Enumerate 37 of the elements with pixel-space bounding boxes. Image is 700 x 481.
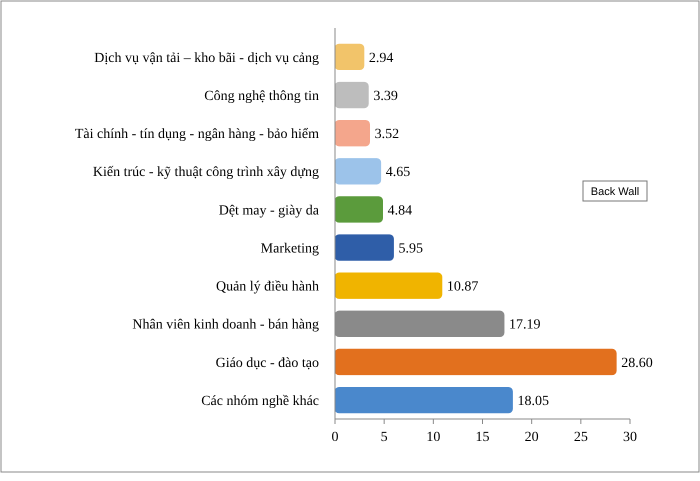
- bar: [334, 158, 382, 184]
- annotation: Back Wall: [590, 186, 640, 198]
- data-label: 18.05: [517, 394, 549, 410]
- data-label: 17.19: [509, 318, 541, 333]
- y-tick-label: Quản lý điều hành: [216, 280, 319, 295]
- bar: [334, 82, 369, 108]
- bar: [334, 44, 364, 70]
- data-label: 4.65: [386, 165, 410, 180]
- y-tick-label: Kiến trúc - kỹ thuật công trình xây dựng: [92, 165, 319, 180]
- data-label: 3.52: [374, 127, 400, 142]
- x-tick-label: 20: [524, 430, 539, 445]
- data-label: 5.95: [398, 241, 424, 256]
- bar: [334, 234, 394, 261]
- x-tick-label: 30: [623, 430, 637, 445]
- x-tick-label: 0: [332, 430, 338, 445]
- x-tick-label: 25: [574, 430, 588, 445]
- y-tick-label: Giáo dục - đào tạo: [216, 356, 319, 371]
- data-label: 4.84: [388, 203, 412, 218]
- y-tick-label: Công nghệ thông tin: [204, 88, 319, 104]
- y-tick-label: Tài chính - tín dụng - ngân hàng - bảo hiểm: [74, 127, 320, 142]
- x-tick-label: 5: [380, 430, 388, 445]
- y-tick-label: Nhân viên kinh doanh - bán hàng: [132, 318, 319, 333]
- bar: [334, 196, 383, 223]
- data-label: 28.60: [621, 356, 653, 371]
- y-tick-label: Dịch vụ vận tải – kho bãi - dịch vụ cảng: [94, 50, 319, 66]
- data-label: 10.87: [446, 280, 478, 295]
- bar: [334, 386, 513, 414]
- y-tick-label: Marketing: [260, 241, 319, 256]
- data-label: 3.39: [373, 88, 398, 104]
- bar: [334, 272, 442, 299]
- data-label: 2.94: [368, 50, 394, 66]
- bar: [334, 120, 370, 146]
- y-tick-label: Các nhóm nghề khác: [201, 394, 319, 410]
- y-tick-label: Dệt may - giày da: [218, 203, 320, 218]
- x-tick-label: 15: [476, 430, 490, 445]
- bar: [334, 348, 617, 376]
- x-tick-label: 10: [426, 430, 440, 445]
